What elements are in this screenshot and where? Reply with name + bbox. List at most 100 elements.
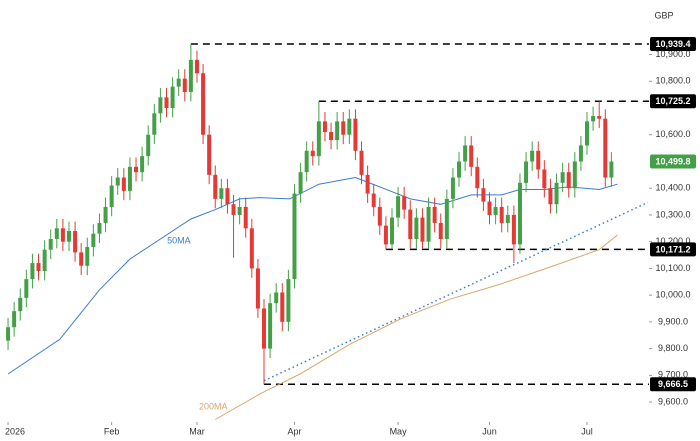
candle-body — [18, 297, 23, 312]
candle-body — [578, 145, 583, 162]
candle-body — [255, 268, 260, 309]
price-label-box — [650, 154, 696, 169]
price-label: 10,171.2 — [650, 242, 696, 257]
candle-body — [438, 222, 443, 240]
price-label: 10,499.8 — [650, 154, 696, 169]
candle-body — [207, 134, 212, 175]
candle-body — [48, 239, 53, 250]
candle-body — [6, 327, 11, 341]
candle-body — [359, 150, 364, 175]
candle-body — [97, 222, 102, 234]
y-tick-label: 10,200.0 — [655, 236, 690, 246]
candle-body — [121, 177, 126, 191]
candle-body — [109, 185, 114, 207]
y-tick-label: 9,700.0 — [658, 370, 688, 380]
candle-body — [262, 308, 267, 349]
y-tick-label: 9,600.0 — [658, 396, 688, 406]
candle-body — [85, 247, 90, 266]
candle-body — [517, 182, 522, 245]
candle-body — [335, 121, 340, 141]
y-tick-label: 9,900.0 — [658, 316, 688, 326]
candle-body — [341, 121, 346, 135]
candle-body — [402, 196, 407, 210]
candle-body — [249, 228, 254, 269]
candle-body — [408, 209, 413, 240]
candle-body — [42, 249, 47, 272]
x-tick-label: Mar — [189, 426, 205, 436]
candle-body — [365, 174, 370, 194]
candle-body — [585, 121, 590, 146]
candle-body — [560, 172, 565, 183]
price-label-text: 9,666.5 — [658, 379, 688, 389]
candle-body — [548, 188, 553, 205]
candle-body — [316, 121, 321, 157]
candle-body — [377, 206, 382, 226]
candle-body — [73, 230, 78, 253]
candle-body — [286, 279, 291, 322]
candle-body — [91, 233, 96, 248]
candle-body — [164, 97, 169, 109]
candle-body — [170, 86, 175, 109]
candle-body — [158, 97, 163, 114]
candle-body — [572, 161, 577, 189]
candle-body — [463, 145, 468, 162]
candle-body — [426, 206, 431, 242]
candle-body — [554, 182, 559, 205]
candle-body — [322, 121, 327, 133]
candle-body — [268, 303, 273, 349]
candle-body — [487, 201, 492, 215]
candle-body — [182, 78, 187, 92]
candle-body — [146, 134, 151, 157]
y-tick-label: 10,600.0 — [655, 129, 690, 139]
ma-label: 50MA — [167, 235, 191, 245]
candle-body — [505, 214, 510, 223]
candle-body — [188, 59, 193, 92]
candle-body — [475, 166, 480, 189]
y-tick-label: 10,900.0 — [655, 49, 690, 59]
x-tick-label: Jun — [482, 426, 497, 436]
candle-body — [542, 169, 547, 189]
x-tick-label: Apr — [287, 426, 301, 436]
candle-body — [280, 292, 285, 322]
candle-body — [304, 150, 309, 173]
candle-body — [79, 252, 84, 266]
candle-body — [103, 206, 108, 223]
candle-body — [292, 193, 297, 280]
candle-body — [536, 150, 541, 170]
moving-average — [7, 176, 618, 375]
candle-body — [298, 172, 303, 194]
candle-body — [530, 150, 535, 162]
price-label: 9,666.5 — [650, 377, 696, 392]
candle-body — [347, 118, 352, 135]
y-tick-label: 10,000.0 — [655, 290, 690, 300]
x-tick-label: Feb — [104, 426, 120, 436]
candle-body — [213, 174, 218, 199]
y-tick-label: 10,300.0 — [655, 209, 690, 219]
candle-body — [603, 118, 608, 178]
candle-body — [219, 188, 224, 199]
y-tick-label: 10,400.0 — [655, 183, 690, 193]
x-tick-label: May — [390, 426, 408, 436]
candle-body — [134, 166, 139, 173]
candle-body — [396, 196, 401, 218]
candle-body — [176, 78, 181, 87]
candle-body — [60, 228, 65, 242]
price-label-box — [650, 377, 696, 392]
y-tick-label: 10,800.0 — [655, 76, 690, 86]
candle-body — [194, 59, 199, 74]
price-label-box — [650, 37, 696, 52]
candle-body — [444, 198, 449, 240]
candle-body — [225, 188, 230, 205]
candle-body — [36, 263, 41, 272]
candle-body — [432, 206, 437, 223]
x-tick-label: Jul — [581, 426, 593, 436]
candle-body — [511, 214, 516, 245]
currency-label: GBP — [654, 10, 673, 20]
candle-body — [243, 206, 248, 229]
candle-body — [609, 161, 614, 178]
candle-body — [499, 206, 504, 223]
candle-body — [383, 225, 388, 245]
candle-body — [566, 172, 571, 189]
candle-body — [469, 145, 474, 167]
candle-body — [414, 217, 419, 240]
